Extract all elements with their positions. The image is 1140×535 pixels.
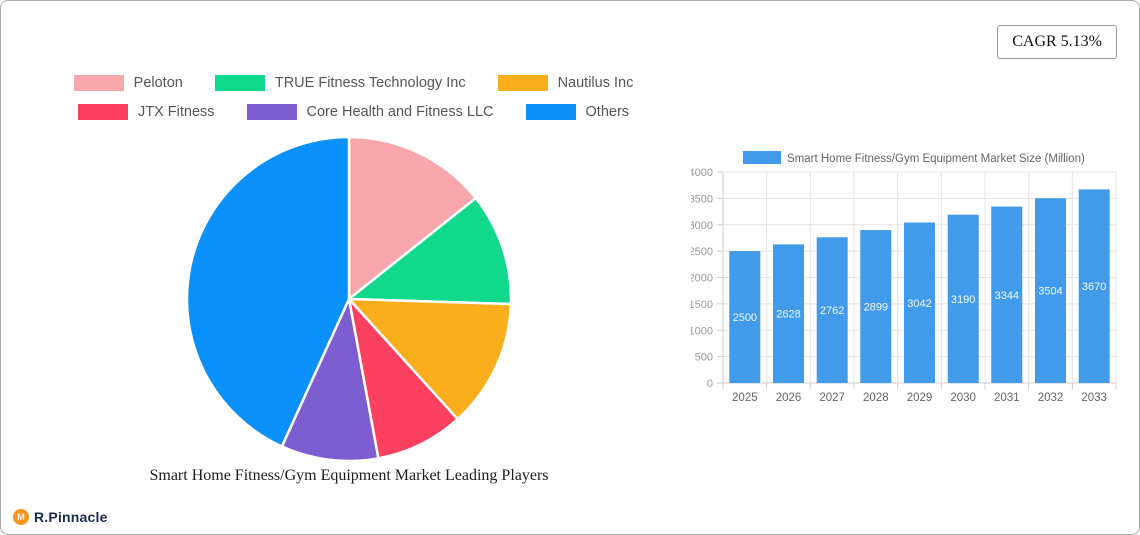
- pie-chart-svg: [185, 135, 513, 463]
- bar-2030[interactable]: [947, 214, 979, 383]
- y-tick-label: 3000: [691, 220, 713, 232]
- x-tick-label: 2029: [907, 392, 933, 404]
- bar-value-label: 2899: [864, 302, 888, 314]
- bar-2031[interactable]: [991, 206, 1023, 383]
- legend-swatch-icon: [77, 104, 128, 120]
- bar-value-label: 3344: [995, 290, 1019, 302]
- bar-value-label: 3504: [1038, 286, 1062, 298]
- legend-item-nautilus-inc[interactable]: Nautilus Inc: [497, 75, 634, 91]
- legend-row: JTX Fitness Core Health and Fitness LLC Ot…: [31, 104, 676, 120]
- legend-swatch-icon: [73, 75, 124, 91]
- bar-2029[interactable]: [904, 222, 935, 384]
- pie-slice-jtx-fitness[interactable]: [347, 297, 459, 460]
- bar-legend-swatch-icon: [743, 151, 781, 164]
- legend-label: Core Health and Fitness LLC: [306, 104, 494, 120]
- x-tick-label: 2033: [1081, 392, 1107, 404]
- bar-2025[interactable]: [729, 251, 761, 383]
- legend-label: TRUE Fitness Technology Inc: [274, 75, 466, 91]
- legend-swatch-icon: [214, 75, 265, 91]
- brand-logo[interactable]: M R.Pinnacle: [13, 509, 108, 525]
- x-tick-label: 2031: [994, 392, 1020, 404]
- x-tick-label: 2026: [776, 392, 802, 404]
- pie-slice-true-fitness-technology-inc[interactable]: [347, 196, 513, 306]
- bar-2032[interactable]: [1035, 198, 1066, 383]
- y-tick-label: 4000: [691, 167, 713, 179]
- pie-slice-core-health-and-fitness-llc[interactable]: [280, 297, 380, 463]
- bar-legend[interactable]: Smart Home Fitness/Gym Equipment Market …: [743, 151, 1085, 165]
- x-tick-label: 2030: [950, 392, 976, 404]
- legend-label: Nautilus Inc: [557, 75, 634, 91]
- y-tick-label: 2500: [691, 246, 713, 258]
- bar-series: 2500 2025 2628 2026 2762 2027 2899 2028 3042 2029…: [729, 189, 1110, 404]
- y-tick-label: 500: [695, 352, 713, 364]
- legend-swatch-icon: [525, 104, 576, 120]
- brand-logo-icon: M: [13, 509, 29, 525]
- bar-value-label: 2762: [820, 305, 844, 317]
- legend-item-peloton[interactable]: Peloton: [73, 75, 183, 91]
- pie-slice-others[interactable]: [185, 135, 351, 448]
- bar-value-label: 2628: [776, 309, 800, 321]
- bar-value-label: 3042: [907, 298, 931, 310]
- x-tick-label: 2027: [819, 392, 845, 404]
- y-tick-label: 0: [707, 378, 713, 390]
- pie-slice-peloton[interactable]: [347, 135, 477, 301]
- legend-item-jtx-fitness[interactable]: JTX Fitness: [77, 104, 215, 120]
- legend-swatch-icon: [246, 104, 297, 120]
- bar-value-label: 2500: [733, 312, 757, 324]
- x-tick-label: 2025: [732, 392, 758, 404]
- y-tick-label: 1500: [691, 299, 713, 311]
- pie-legend: Peloton TRUE Fitness Technology Inc Nautil…: [31, 75, 676, 120]
- legend-item-true-fitness-technology-inc[interactable]: TRUE Fitness Technology Inc: [214, 75, 466, 91]
- x-tick-label: 2028: [863, 392, 889, 404]
- x-tick-label: 2032: [1038, 392, 1064, 404]
- legend-row: Peloton TRUE Fitness Technology Inc Nautil…: [31, 75, 676, 91]
- y-tick-label: 2000: [691, 273, 713, 285]
- pie-slice-nautilus-inc[interactable]: [347, 297, 513, 421]
- legend-label: Peloton: [133, 75, 183, 91]
- bar-legend-label: Smart Home Fitness/Gym Equipment Market …: [787, 153, 1085, 165]
- y-tick-label: 3500: [691, 193, 713, 205]
- bar-chart-svg: Smart Home Fitness/Gym Equipment Market …: [691, 151, 1117, 404]
- legend-item-core-health-and-fitness-llc[interactable]: Core Health and Fitness LLC: [246, 104, 494, 120]
- brand-logo-text: R.Pinnacle: [34, 509, 108, 525]
- pie-chart-title: Smart Home Fitness/Gym Equipment Market …: [149, 467, 549, 484]
- legend-swatch-icon: [497, 75, 548, 91]
- y-tick-label: 1000: [691, 325, 713, 337]
- bar-2027[interactable]: [816, 237, 848, 383]
- bar-2028[interactable]: [860, 230, 892, 383]
- legend-label: Others: [585, 104, 630, 120]
- legend-label: JTX Fitness: [137, 104, 215, 120]
- cagr-badge: CAGR 5.13%: [997, 25, 1117, 59]
- legend-item-others[interactable]: Others: [525, 104, 630, 120]
- bar-value-label: 3670: [1082, 281, 1106, 293]
- bar-value-label: 3190: [951, 294, 975, 306]
- bar-2033[interactable]: [1078, 189, 1110, 383]
- bar-2026[interactable]: [773, 244, 804, 383]
